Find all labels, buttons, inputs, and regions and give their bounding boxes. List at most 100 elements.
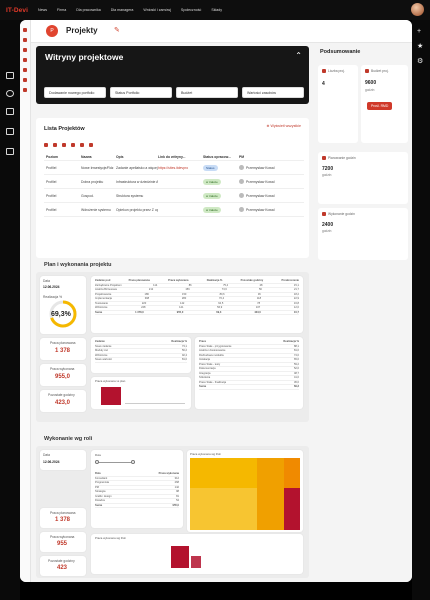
excel-icon[interactable]: [71, 143, 75, 147]
cell-pm[interactable]: Przemysław Kowal: [246, 207, 275, 212]
kpi-label: Praca wykonana: [50, 535, 75, 539]
table-row[interactable]: Nowe zadanie 73,1: [95, 344, 187, 349]
treemap-tile[interactable]: [257, 458, 284, 530]
kpi-label: Praca planowana: [50, 511, 76, 515]
cell-pm[interactable]: Przemysław Kowal: [246, 165, 275, 170]
document-icon[interactable]: [6, 128, 14, 135]
add-icon[interactable]: +: [417, 28, 422, 35]
edit-pencil-icon[interactable]: ✎: [114, 27, 120, 34]
table-row[interactable]: Instalacja 65,0: [199, 358, 299, 363]
app-logo[interactable]: IT-Devi: [6, 6, 29, 14]
hero-button-4[interactable]: Wartości zasobów: [242, 87, 304, 98]
table-row[interactable]: Prace Stałe - finalizacja 36,0: [199, 380, 299, 385]
table-row[interactable]: Projektowanie 186 150 80,6 36 18,2: [95, 292, 299, 297]
hero-button-2[interactable]: Status Portfolio: [110, 87, 172, 98]
gauge-card: Data 12.06.2024 Realizacja % 69,3%: [40, 276, 86, 334]
launch-icon-5[interactable]: [23, 68, 27, 72]
cell-nazwa[interactable]: Gospod.: [81, 193, 94, 198]
table-row[interactable]: Profilel Nowe Inwestycje/Rdz Zadanie ape…: [44, 161, 304, 175]
status-badge: Status: [203, 164, 218, 171]
filter-icon[interactable]: [80, 143, 84, 147]
edit-icon[interactable]: [53, 143, 57, 147]
chart-title: Praca wykonana wg Roli: [95, 536, 126, 540]
treemap-tile[interactable]: [284, 488, 300, 530]
table-row[interactable]: Profilel Wdrożenie systemu Opiekun proje…: [44, 203, 304, 217]
launch-icon-4[interactable]: [23, 58, 27, 62]
table-row[interactable]: Analiza Biznesowa 212 156 73,6 56 21,7: [95, 288, 299, 293]
table-row[interactable]: Konsultant 312: [95, 476, 179, 481]
summary-action-button[interactable]: Prośl. RMD: [367, 102, 393, 110]
table-row[interactable]: Profilel Dobra projektu Infrastruktura w…: [44, 175, 304, 189]
nav-link-manager[interactable]: Dla managera: [110, 8, 134, 12]
treemap-tile[interactable]: [190, 458, 257, 488]
show-all-link[interactable]: ⊕ Wyświetl wszystkie: [266, 124, 301, 128]
col-header[interactable]: Opis: [116, 154, 124, 159]
table-row[interactable]: Programista 268: [95, 481, 179, 486]
add-icon[interactable]: [44, 143, 48, 147]
cell-link[interactable]: https://sites.itdevpro: [158, 165, 189, 170]
home-icon[interactable]: [6, 72, 14, 79]
view-icon[interactable]: [89, 143, 93, 147]
col-header[interactable]: Poziom: [46, 154, 59, 159]
table-row[interactable]: Prace Stałe - testy 59,2: [199, 362, 299, 367]
table-row[interactable]: Strategia 98: [95, 490, 179, 495]
treemap-tile[interactable]: [284, 458, 300, 488]
slider-handle[interactable]: [131, 460, 135, 464]
table-row[interactable]: Zarządzanie Projektem 114 86 75,4 28 15,1: [95, 283, 299, 288]
launch-icon-7[interactable]: [23, 88, 27, 92]
collapse-chevron-icon[interactable]: ⌃: [295, 51, 302, 60]
table-row[interactable]: Implementacja 398 280 70,4 118 22,9: [95, 297, 299, 302]
hero-button-3[interactable]: Budżet: [176, 87, 238, 98]
star-icon[interactable]: ★: [417, 43, 424, 50]
cell-nazwa[interactable]: Wdrożenie systemu: [81, 207, 111, 212]
table-row[interactable]: Integracja 48,7: [199, 371, 299, 376]
nav-link-spolecznosc[interactable]: Społeczność: [180, 8, 202, 12]
globe-icon[interactable]: [6, 90, 14, 97]
treemap-tile[interactable]: [190, 488, 257, 530]
page-icon[interactable]: [6, 148, 14, 155]
table-row[interactable]: Szkolenia 41,0: [199, 376, 299, 381]
table-row[interactable]: Profilel Gospod. Struktura systemu w tra…: [44, 189, 304, 203]
nav-link-pracownik[interactable]: Dla pracownika: [76, 8, 101, 12]
nav-link-news[interactable]: News: [38, 8, 48, 12]
grid-icon[interactable]: [6, 108, 14, 115]
kpi-value: 423: [57, 565, 68, 571]
slider-handle[interactable]: [95, 460, 99, 464]
summary-value: 2400: [322, 222, 334, 228]
cell-pm[interactable]: Przemysław Kowal: [246, 193, 275, 198]
cell-opis: Struktura systemu: [116, 193, 144, 198]
table-row[interactable]: Doradca 54: [95, 499, 179, 504]
launch-icon-2[interactable]: [23, 38, 27, 42]
launch-icon-1[interactable]: [23, 28, 27, 32]
nav-link-sklady[interactable]: Sklady: [211, 8, 223, 12]
col-header[interactable]: Nazwa: [81, 154, 92, 159]
table-row[interactable]: Dokumentacja 52,0: [199, 367, 299, 372]
cell-nazwa[interactable]: Nowe Inwestycje/Rdz: [81, 165, 114, 170]
table-row[interactable]: PM 142: [95, 485, 179, 490]
table-row[interactable]: Moduły zał. 56,2: [95, 349, 187, 354]
nav-link-firma[interactable]: Firma: [57, 8, 67, 12]
col-header[interactable]: Status opracow...: [203, 154, 231, 159]
settings-icon[interactable]: ⚙: [417, 58, 424, 65]
cell-pm[interactable]: Przemysław Kowal: [246, 179, 275, 184]
col-header[interactable]: Link do witryny...: [158, 154, 186, 159]
table-row[interactable]: Rozbudowa modułów 74,0: [199, 353, 299, 358]
launch-icon-6[interactable]: [23, 78, 27, 82]
nav-link-wnioski[interactable]: Wnioski i zamówj: [143, 8, 171, 12]
table-row[interactable]: Analiza i dostosowanie 81,0: [199, 349, 299, 354]
range-slider[interactable]: [95, 462, 135, 463]
date-value: 12.06.2024: [43, 460, 60, 464]
share-icon[interactable]: [62, 143, 66, 147]
table-row[interactable]: Testowanie 220 142 64,5 78 16,8: [95, 301, 299, 306]
table-row[interactable]: Grafik i design 81: [95, 494, 179, 499]
user-avatar[interactable]: [411, 3, 424, 16]
hero-button-1[interactable]: Dodawanie nowego portfolio: [44, 87, 106, 98]
table-row[interactable]: Wdrożenie 248 141 56,9 107 12,0: [95, 306, 299, 311]
project-list-panel: Lista Projektów ⊕ Wyświetl wszystkie Poz…: [36, 118, 309, 258]
table-row[interactable]: Nowe wartości 81,0: [95, 358, 187, 363]
table-row[interactable]: Prace Stałe - przygotowanie 88,1: [199, 344, 299, 349]
launch-icon-3[interactable]: [23, 48, 27, 52]
table-row[interactable]: Wdrożenie 92,4: [95, 353, 187, 358]
col-header[interactable]: PM: [239, 154, 245, 159]
cell-nazwa[interactable]: Dobra projektu: [81, 179, 104, 184]
